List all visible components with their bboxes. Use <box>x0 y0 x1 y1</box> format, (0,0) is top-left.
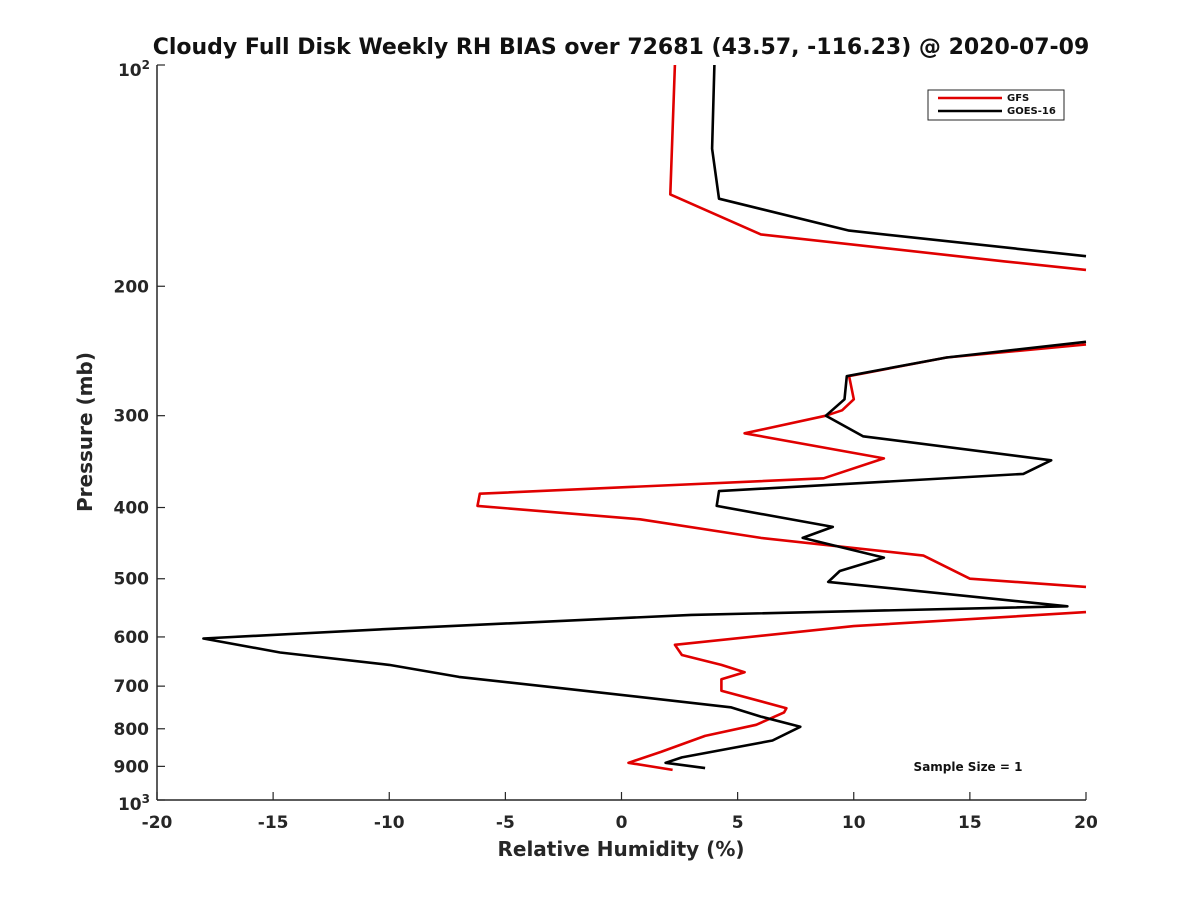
series-layer <box>202 64 1087 772</box>
x-tick-label: 20 <box>1074 813 1098 833</box>
y-tick-label: 400 <box>114 499 150 519</box>
y-tick-label: 900 <box>114 757 150 777</box>
x-tick-label: 5 <box>732 813 744 833</box>
x-tick-label: -5 <box>496 813 515 833</box>
y-tick-label: 200 <box>114 277 150 297</box>
sample-size-annotation: Sample Size = 1 <box>914 760 1023 774</box>
x-tick-label: -10 <box>374 813 405 833</box>
x-axis-label: Relative Humidity (%) <box>497 837 744 861</box>
y-tick-label: 500 <box>114 570 150 590</box>
x-tick-label: 0 <box>616 813 628 833</box>
y-tick-label: 600 <box>114 628 150 648</box>
legend-label-gfs: GFS <box>1007 93 1029 104</box>
x-tick-label: 10 <box>842 813 866 833</box>
y-tick-label: 300 <box>114 407 150 427</box>
y-tick-top-base: 10 <box>118 61 142 81</box>
series-line-1 <box>202 64 1087 770</box>
x-tick-label: 15 <box>958 813 982 833</box>
x-tick-label: -15 <box>258 813 289 833</box>
y-tick-label: 800 <box>114 720 150 740</box>
x-tick-label: -20 <box>142 813 173 833</box>
legend-label-goes16: GOES-16 <box>1007 106 1056 117</box>
y-tick-bottom-base: 10 <box>118 795 142 815</box>
x-ticks: -20 -15 -10 -5 0 5 10 15 20 <box>142 792 1098 833</box>
y-ticks: 200 300 400 500 600 700 800 900 <box>114 64 165 801</box>
y-tick-label: 700 <box>114 677 150 697</box>
legend: GFS GOES-16 <box>927 89 1065 121</box>
y-tick-label-bottom: 103 <box>118 792 150 815</box>
legend-box <box>927 89 1065 121</box>
y-tick-label-top: 102 <box>118 58 150 81</box>
y-tick-top-exp: 2 <box>142 58 150 72</box>
y-tick-bottom-exp: 3 <box>142 792 150 806</box>
chart-title: Cloudy Full Disk Weekly RH BIAS over 726… <box>153 35 1090 60</box>
y-axis-label: Pressure (mb) <box>73 352 97 512</box>
